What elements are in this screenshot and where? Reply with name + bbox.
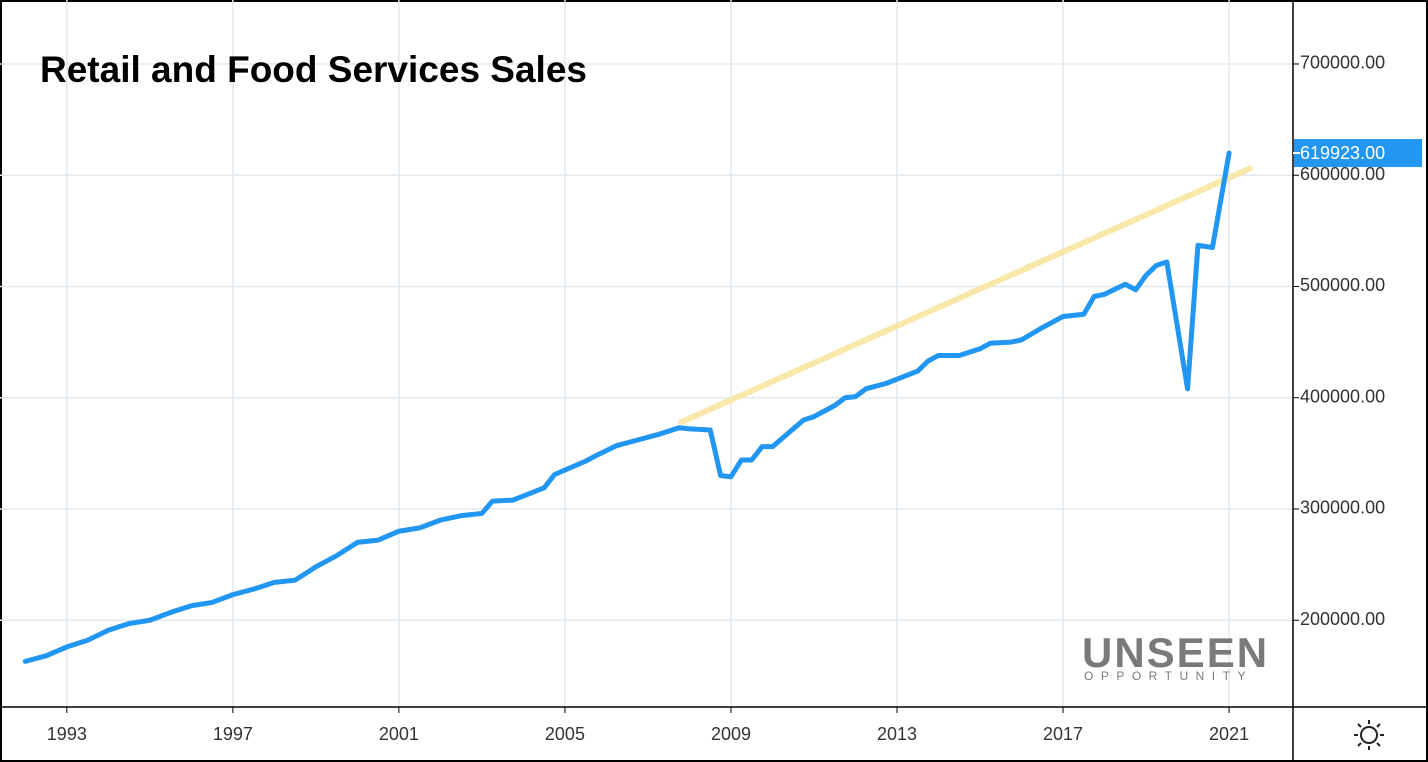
watermark-subtitle: OPPORTUNITY [1084, 669, 1253, 683]
y-tick-label: 300000.00 [1300, 498, 1385, 518]
trend-line [678, 165, 1253, 426]
x-tick-label: 2009 [711, 724, 751, 744]
x-tick-label: 2017 [1043, 724, 1083, 744]
last-value-badge [1294, 139, 1422, 168]
x-tick-label: 2005 [545, 724, 585, 744]
x-tick-label: 2021 [1209, 724, 1249, 744]
sales-line [22, 150, 1232, 664]
y-tick-label: 700000.00 [1300, 53, 1385, 73]
y-tick-label: 600000.00 [1300, 164, 1385, 184]
watermark-title: UNSEEN [1082, 629, 1269, 676]
chart-title: Retail and Food Services Sales [40, 49, 587, 90]
y-tick-label: 200000.00 [1300, 609, 1385, 629]
last-value-label: 619923.00 [1300, 143, 1385, 163]
y-tick-label: 400000.00 [1300, 386, 1385, 406]
x-tick-label: 2001 [379, 724, 419, 744]
y-tick-label: 500000.00 [1300, 275, 1385, 295]
x-tick-label: 2013 [877, 724, 917, 744]
x-tick-label: 1997 [213, 724, 253, 744]
x-tick-label: 1993 [47, 724, 87, 744]
settings-icon[interactable] [1354, 720, 1384, 750]
